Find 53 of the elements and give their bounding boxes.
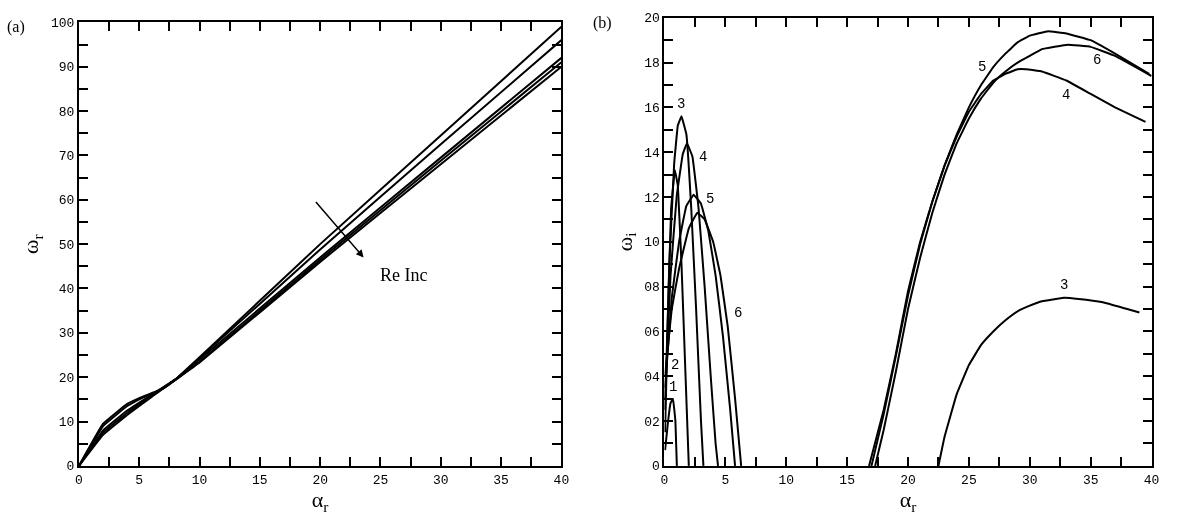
series-label: 6: [734, 305, 743, 321]
x-tick-label: 5: [721, 472, 730, 488]
series-label: 3: [677, 96, 686, 112]
y-tick-label: 100: [50, 15, 75, 31]
series-label: 5: [706, 191, 715, 207]
series-label: 4: [699, 149, 708, 165]
x-tick-label: 40: [1143, 472, 1160, 488]
x-tick-label: 10: [778, 472, 795, 488]
x-tick-label: 30: [432, 472, 449, 488]
x-tick-label: 5: [135, 472, 144, 488]
y-tick-label: 20: [58, 370, 75, 386]
y-tick-label: 02: [644, 414, 660, 430]
y-tick-label: 20: [644, 11, 660, 27]
y-tick-label: 04: [644, 369, 661, 385]
y-tick-label: 10: [644, 235, 660, 251]
y-tick-label: 0: [652, 459, 660, 475]
y-tick-label: 0: [66, 459, 75, 475]
x-tick-label: 25: [961, 472, 977, 488]
chart-title: (b): [593, 14, 612, 32]
y-tick-label: 18: [644, 56, 660, 72]
x-tick-label: 15: [839, 472, 855, 488]
x-tick-label: 20: [312, 472, 328, 488]
y-tick-label: 90: [58, 60, 75, 76]
series-label: 4: [1062, 87, 1071, 103]
x-tick-label: 20: [900, 472, 916, 488]
series-label: 2: [671, 357, 680, 373]
y-tick-label: 08: [644, 280, 660, 296]
chart-title: (a): [7, 18, 25, 36]
y-tick-label: 06: [644, 325, 660, 340]
y-tick-label: 60: [58, 193, 75, 209]
series-label: 1: [669, 379, 678, 395]
y-tick-label: 14: [644, 145, 661, 161]
series-label: 5: [978, 59, 987, 75]
y-tick-label: 10: [58, 415, 75, 431]
annotation: Re Inc: [380, 265, 428, 285]
x-tick-label: 25: [372, 472, 389, 488]
y-tick-label: 50: [58, 237, 75, 253]
y-tick-label: 30: [58, 326, 75, 342]
y-tick-label: 12: [644, 190, 660, 206]
series-label: 3: [1060, 277, 1069, 293]
y-tick-label: 16: [644, 100, 660, 116]
x-axis-title: α$_{r}$: [899, 487, 917, 516]
x-tick-label: 35: [493, 472, 509, 488]
x-tick-label: 15: [252, 472, 268, 488]
series-label: 6: [1093, 52, 1102, 68]
x-tick-label: 30: [1021, 472, 1038, 488]
x-tick-label: 35: [1082, 472, 1099, 488]
x-tick-label: 10: [191, 472, 208, 488]
y-tick-label: 80: [58, 104, 75, 120]
x-axis-title: α$_{r}$: [311, 487, 329, 516]
y-tick-label: 70: [58, 148, 75, 164]
x-tick-label: 40: [553, 472, 570, 488]
y-tick-label: 40: [58, 282, 75, 298]
